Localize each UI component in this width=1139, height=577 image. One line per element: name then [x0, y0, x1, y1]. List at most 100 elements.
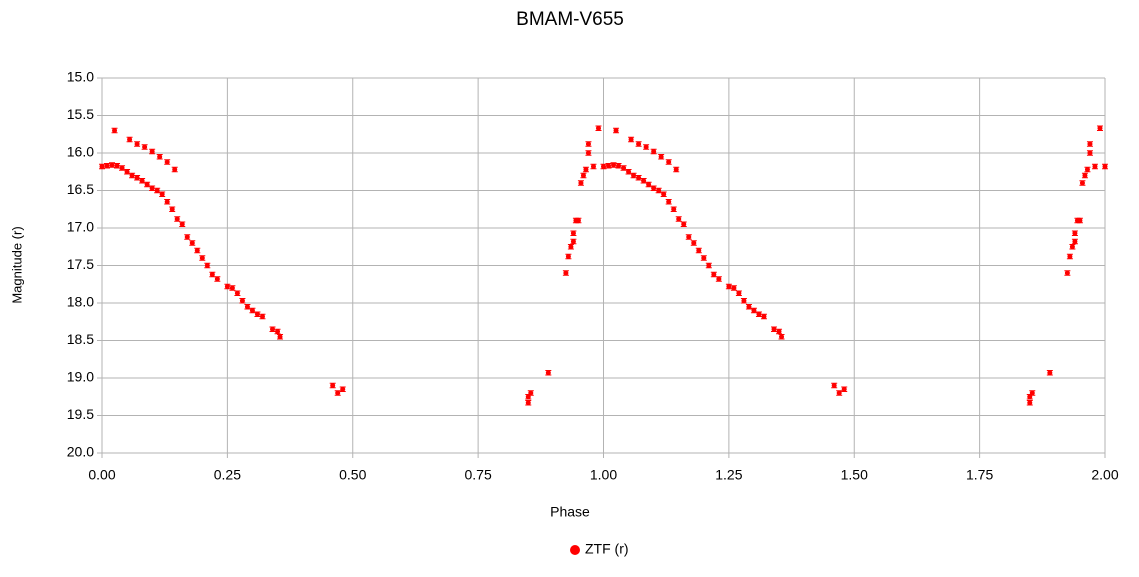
data-point [204, 263, 210, 268]
data-point [1069, 244, 1075, 250]
data-point [528, 390, 534, 396]
y-tick-label: 19.0 [67, 369, 94, 385]
data-point [149, 185, 155, 191]
x-tick-label: 1.75 [966, 467, 993, 483]
x-axis-label: Phase [550, 504, 590, 520]
data-point [568, 244, 574, 250]
data-point [606, 163, 612, 169]
data-point [340, 386, 346, 392]
data-point [666, 159, 672, 165]
y-tick-label: 17.0 [67, 219, 94, 235]
data-point [636, 175, 642, 181]
data-point [643, 144, 649, 150]
data-point [676, 216, 682, 222]
data-point [144, 182, 150, 187]
data-point [189, 240, 195, 246]
data-point [611, 162, 617, 168]
data-point [621, 165, 627, 171]
data-point [706, 263, 712, 268]
data-point [711, 272, 717, 277]
data-point [575, 218, 581, 223]
data-point [1029, 390, 1035, 396]
data-point [259, 314, 265, 319]
data-point [179, 221, 185, 227]
data-point [590, 164, 596, 169]
data-point [673, 167, 679, 172]
data-point [129, 173, 135, 178]
data-point [139, 178, 145, 184]
data-point [681, 221, 687, 227]
data-point [109, 162, 115, 168]
y-tick-label: 18.0 [67, 294, 94, 310]
data-point [628, 137, 634, 142]
data-point [270, 326, 276, 332]
data-point [172, 167, 178, 172]
data-point [1079, 180, 1085, 186]
data-point [127, 137, 133, 142]
data-point [114, 163, 120, 169]
x-tick-label: 0.00 [88, 467, 115, 483]
data-point [570, 239, 576, 244]
data-point [831, 383, 837, 388]
data-point [731, 285, 737, 291]
y-axis-label: Magnitude (r) [9, 226, 24, 303]
data-point [613, 128, 619, 133]
data-point [214, 276, 220, 282]
data-point [651, 149, 657, 154]
data-point [776, 329, 782, 334]
data-point [194, 248, 200, 253]
data-point [169, 206, 175, 212]
data-point [563, 270, 569, 276]
x-tick-label: 0.50 [339, 467, 366, 483]
data-point [112, 128, 118, 133]
data-point [159, 191, 165, 197]
data-point [651, 185, 657, 191]
data-point [578, 180, 584, 186]
data-point [1072, 230, 1078, 236]
data-point [585, 150, 591, 156]
data-point [525, 400, 531, 406]
data-point [277, 334, 283, 340]
data-point [119, 165, 125, 171]
data-point [1087, 141, 1093, 147]
x-tick-label: 1.00 [590, 467, 617, 483]
data-point [686, 234, 692, 240]
data-point [134, 175, 140, 181]
data-point [585, 141, 591, 147]
data-point [335, 390, 341, 396]
data-point [661, 191, 667, 197]
data-point [666, 199, 672, 205]
data-point [746, 304, 752, 310]
data-point [736, 290, 742, 296]
data-point [249, 308, 255, 313]
data-point [157, 154, 163, 160]
data-point [779, 334, 785, 340]
data-point [124, 169, 130, 175]
y-tick-label: 15.0 [67, 69, 94, 85]
data-point [1027, 400, 1033, 406]
data-point [149, 149, 155, 154]
data-point [142, 144, 148, 150]
data-point [761, 314, 767, 319]
data-point [565, 254, 571, 259]
data-point [726, 284, 732, 289]
y-tick-label: 20.0 [67, 444, 94, 460]
data-point [595, 125, 601, 131]
data-point [836, 390, 842, 396]
data-point [646, 182, 652, 187]
data-point [626, 169, 632, 175]
data-point [696, 248, 702, 253]
data-point [1067, 254, 1073, 259]
data-point [1084, 167, 1090, 172]
data-point [1047, 370, 1053, 376]
data-point [716, 276, 722, 282]
data-point [184, 234, 190, 240]
data-point [741, 298, 747, 304]
data-point [631, 173, 637, 178]
data-point [616, 163, 622, 169]
x-tick-label: 0.25 [214, 467, 241, 483]
data-point [244, 304, 250, 310]
data-point [1102, 164, 1108, 169]
data-point [1064, 270, 1070, 276]
